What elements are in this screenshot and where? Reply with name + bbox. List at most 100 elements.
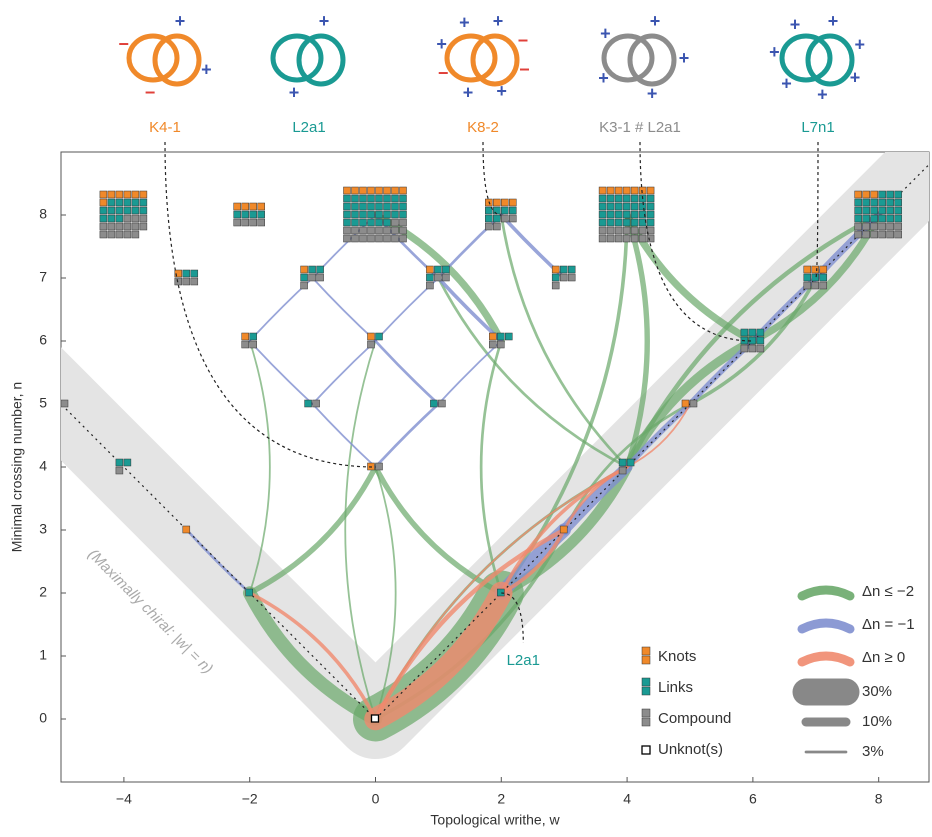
node-cell	[108, 191, 115, 198]
node-cell	[855, 223, 862, 230]
crossing-sign: +	[850, 67, 861, 87]
node-cell	[493, 223, 500, 230]
annotation-label: L2a1	[292, 119, 325, 136]
node-cell	[140, 215, 147, 222]
node-cell	[191, 270, 198, 277]
node-cell	[351, 219, 358, 226]
node-cell	[631, 227, 638, 234]
node-cell	[124, 215, 131, 222]
node-cell	[607, 187, 614, 194]
legend-label: Knots	[658, 648, 696, 665]
node-cell	[140, 191, 147, 198]
node-cell	[505, 333, 512, 340]
node-cell	[116, 231, 123, 238]
node-cell	[100, 223, 107, 230]
x-tick-label: −2	[242, 791, 258, 807]
node-cell	[116, 199, 123, 206]
y-tick-label: 7	[39, 269, 47, 285]
node-cell	[250, 341, 257, 348]
node-cell	[175, 278, 182, 285]
node-cell	[367, 203, 374, 210]
crossing-sign: +	[496, 81, 507, 101]
node-cell	[375, 203, 382, 210]
node-cell	[639, 227, 646, 234]
node-cell	[375, 211, 382, 218]
node-cell	[871, 231, 878, 238]
node	[804, 266, 827, 289]
node-cell	[493, 199, 500, 206]
crossing-sign: +	[769, 42, 780, 62]
node-cell	[343, 227, 350, 234]
node-cell	[623, 219, 630, 226]
node-cell	[367, 227, 374, 234]
node-cell	[442, 274, 449, 281]
node-cell	[108, 207, 115, 214]
node-cell	[599, 227, 606, 234]
crossing-sign: +	[493, 11, 504, 31]
node-cell	[116, 223, 123, 230]
node-cell	[560, 526, 567, 533]
node-cell	[895, 223, 902, 230]
x-tick-label: 2	[497, 791, 505, 807]
node-cell	[351, 227, 358, 234]
node-cell	[509, 199, 516, 206]
node-cell	[183, 526, 190, 533]
node-cell	[568, 266, 575, 273]
callout-label: L2a1	[507, 652, 540, 669]
node-cell	[741, 345, 748, 352]
legend-label: Links	[658, 679, 693, 696]
crossing-sign: +	[289, 82, 300, 102]
legend-swatch	[642, 656, 650, 664]
legend-label: 30%	[862, 683, 892, 700]
y-tick-label: 0	[39, 710, 47, 726]
node-cell	[599, 219, 606, 226]
transition-edge	[313, 404, 376, 467]
node-cell	[887, 199, 894, 206]
node-cell	[895, 215, 902, 222]
node-cell	[501, 207, 508, 214]
node-cell	[183, 270, 190, 277]
node-cell	[383, 211, 390, 218]
node-cell	[399, 211, 406, 218]
node-cell	[375, 227, 382, 234]
node-cell	[887, 207, 894, 214]
crossing-sign: −	[145, 82, 156, 102]
legend-swatch	[642, 709, 650, 717]
node-cell	[426, 266, 433, 273]
node-cell	[631, 219, 638, 226]
node-cell	[690, 400, 697, 407]
node-cell	[305, 400, 312, 407]
node-cell	[116, 191, 123, 198]
node-cell	[383, 203, 390, 210]
node-cell	[140, 223, 147, 230]
node-cell	[367, 341, 374, 348]
node-cell	[116, 215, 123, 222]
node-cell	[647, 219, 654, 226]
node-cell	[383, 219, 390, 226]
node	[552, 266, 575, 289]
node	[234, 203, 265, 226]
node-cell	[391, 219, 398, 226]
node-cell	[757, 329, 764, 336]
node-cell	[258, 203, 265, 210]
crossing-sign: +	[436, 34, 447, 54]
annotation-label: K8-2	[467, 119, 499, 136]
legend-swatch	[642, 746, 650, 754]
node-cell	[871, 199, 878, 206]
y-tick-label: 5	[39, 395, 47, 411]
node-cell	[438, 400, 445, 407]
node-cell	[351, 211, 358, 218]
node-cell	[246, 589, 253, 596]
y-tick-label: 8	[39, 206, 47, 222]
unknot-cell	[371, 715, 378, 722]
node-cell	[383, 195, 390, 202]
node-cell	[391, 211, 398, 218]
node-cell	[879, 191, 886, 198]
node-cell	[887, 215, 894, 222]
node-cell	[497, 341, 504, 348]
node-cell	[108, 199, 115, 206]
node-cell	[871, 215, 878, 222]
node-cell	[250, 219, 257, 226]
node-cell	[631, 187, 638, 194]
node-cell	[399, 187, 406, 194]
